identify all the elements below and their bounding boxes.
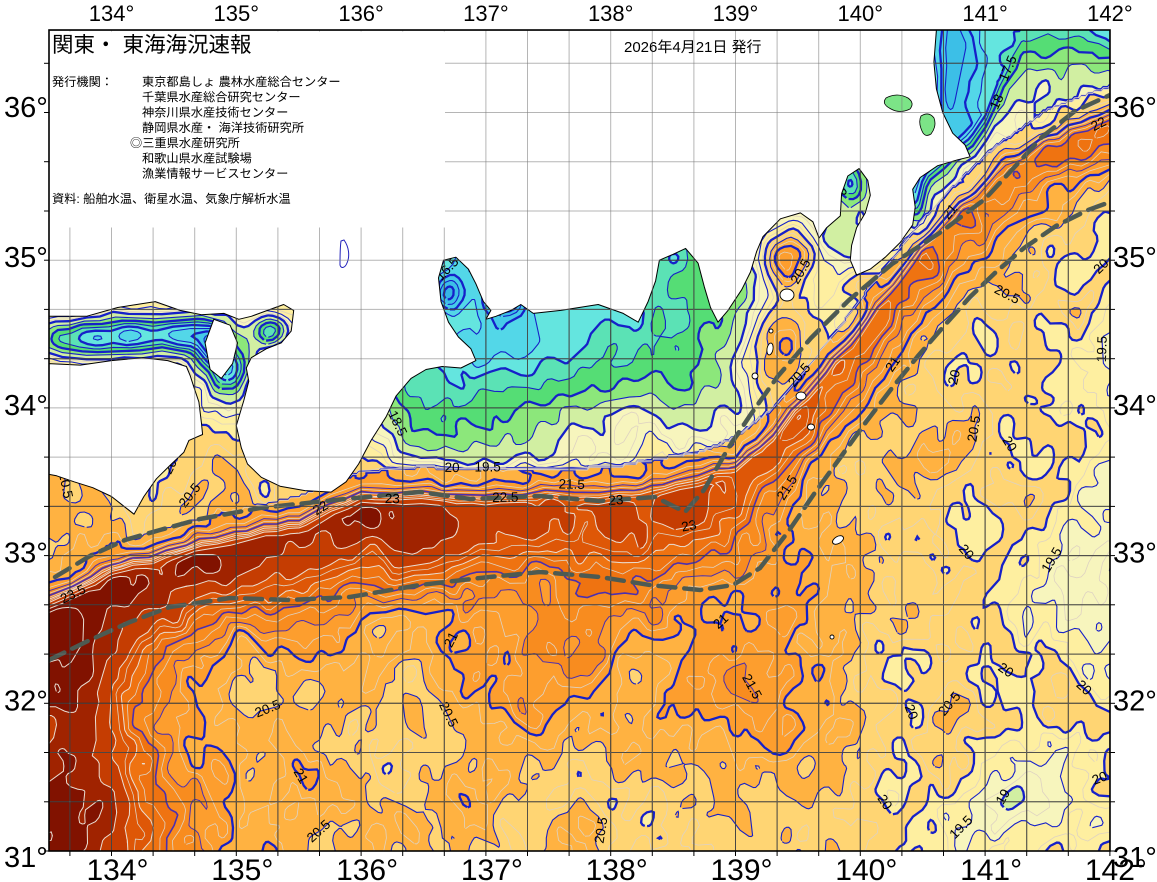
svg-text:18: 18 [987,92,1007,112]
svg-text:35°: 35° [4,242,48,274]
svg-text:140°: 140° [838,1,884,26]
svg-text:20: 20 [1090,768,1110,788]
svg-text:36°: 36° [1113,92,1157,124]
svg-text:135°: 135° [211,854,273,882]
svg-text:138°: 138° [588,1,634,26]
svg-text:34°: 34° [4,390,48,422]
svg-text:32°: 32° [4,685,48,717]
svg-text:20.5: 20.5 [964,415,983,443]
svg-text:19.5: 19.5 [1094,336,1110,363]
svg-text:139°: 139° [710,854,772,882]
svg-text:136°: 136° [338,1,384,26]
svg-text:20: 20 [945,368,963,386]
svg-text:22.5: 22.5 [492,490,519,505]
svg-text:4: 4 [672,39,680,56]
svg-text:20: 20 [956,541,977,562]
svg-text:22: 22 [310,498,331,519]
svg-text:21: 21 [710,611,731,632]
svg-text:139°: 139° [713,1,759,26]
svg-text:138°: 138° [586,854,648,882]
svg-text:21: 21 [291,766,312,787]
svg-text:20: 20 [902,702,922,722]
svg-text:20: 20 [1090,256,1111,277]
svg-text:20: 20 [999,434,1020,455]
svg-text:141°: 141° [962,1,1008,26]
svg-text:134°: 134° [86,854,148,882]
svg-text:142°: 142° [1087,1,1133,26]
svg-text:134°: 134° [89,1,135,26]
svg-text:20.5: 20.5 [592,816,611,844]
svg-text:137°: 137° [461,854,523,882]
svg-text:35°: 35° [1113,242,1157,274]
svg-text:137°: 137° [463,1,509,26]
svg-text:21.5: 21.5 [558,477,585,492]
svg-text:135°: 135° [214,1,260,26]
svg-text:34°: 34° [1113,390,1157,422]
svg-text:31°: 31° [1113,842,1157,874]
svg-text:33°: 33° [1113,538,1157,570]
svg-text:21: 21 [441,629,461,649]
svg-text:31°: 31° [4,842,48,874]
svg-text:19.5: 19.5 [474,459,500,474]
svg-text:2026: 2026 [624,39,657,56]
svg-text:33°: 33° [4,538,48,570]
svg-text:21: 21 [696,39,713,56]
svg-text::: : [76,192,79,206]
svg-text:20: 20 [1073,677,1094,698]
svg-text:32°: 32° [1113,685,1157,717]
svg-text:20: 20 [995,660,1016,681]
svg-text:136°: 136° [336,854,398,882]
svg-text:141°: 141° [960,854,1022,882]
svg-text:21: 21 [939,201,960,222]
svg-text:140°: 140° [835,854,897,882]
svg-text:23: 23 [680,517,698,535]
svg-text:23: 23 [385,491,400,506]
svg-text:23: 23 [608,492,624,508]
svg-text:142°: 142° [1085,854,1147,882]
svg-text:36°: 36° [4,92,48,124]
svg-text:22: 22 [1088,114,1108,134]
svg-text:20: 20 [444,460,459,475]
